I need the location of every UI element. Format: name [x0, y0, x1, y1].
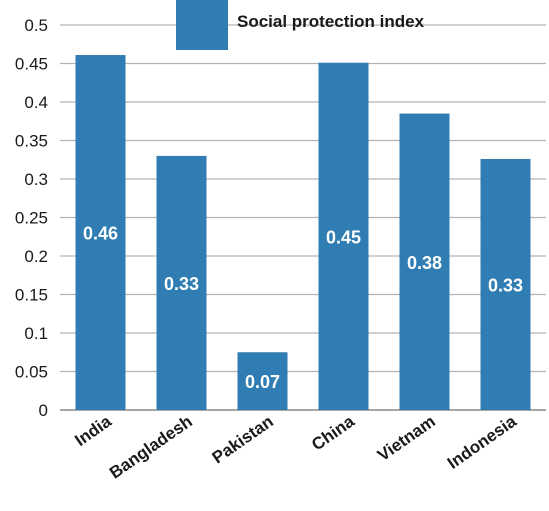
x-tick-label: India — [71, 411, 115, 450]
y-tick-label: 0.2 — [24, 247, 48, 266]
legend-label: Social protection index — [237, 12, 425, 31]
bar-india — [75, 55, 126, 410]
bar-indonesia — [480, 158, 531, 410]
y-tick-label: 0 — [39, 401, 48, 420]
bar-pakistan — [237, 352, 288, 410]
x-tick-label: China — [308, 411, 358, 454]
data-label: 0.33 — [488, 275, 523, 295]
y-tick-label: 0.1 — [24, 324, 48, 343]
data-label: 0.33 — [164, 274, 199, 294]
x-tick-label: Indonesia — [444, 411, 520, 472]
data-labels: 0.46 0.33 0.07 0.45 0.38 0.33 — [83, 224, 523, 393]
y-tick-label: 0.45 — [15, 55, 48, 74]
gridlines — [60, 24, 546, 411]
bar-bangladesh — [156, 155, 207, 410]
legend: Social protection index — [176, 0, 425, 50]
data-label: 0.38 — [407, 253, 442, 273]
y-tick-label: 0.05 — [15, 363, 48, 382]
y-tick-label: 0.25 — [15, 209, 48, 228]
data-label: 0.07 — [245, 372, 280, 392]
bar-china — [318, 62, 369, 410]
x-tick-label: Vietnam — [374, 412, 439, 465]
bar-series — [75, 55, 531, 411]
y-tick-label: 0.4 — [24, 93, 48, 112]
x-tick-label: Bangladesh — [106, 412, 196, 483]
y-tick-label: 0.5 — [24, 16, 48, 35]
data-label: 0.45 — [326, 227, 361, 247]
y-tick-label: 0.35 — [15, 132, 48, 151]
bar-vietnam — [399, 113, 450, 411]
y-axis-tick-labels: 0 0.05 0.1 0.15 0.2 0.25 0.3 0.35 0.4 0.45 0.5 — [15, 16, 48, 420]
legend-swatch — [176, 0, 228, 50]
y-tick-label: 0.15 — [15, 286, 48, 305]
data-label: 0.46 — [83, 224, 118, 244]
x-tick-label: Pakistan — [209, 412, 277, 468]
y-tick-label: 0.3 — [24, 170, 48, 189]
